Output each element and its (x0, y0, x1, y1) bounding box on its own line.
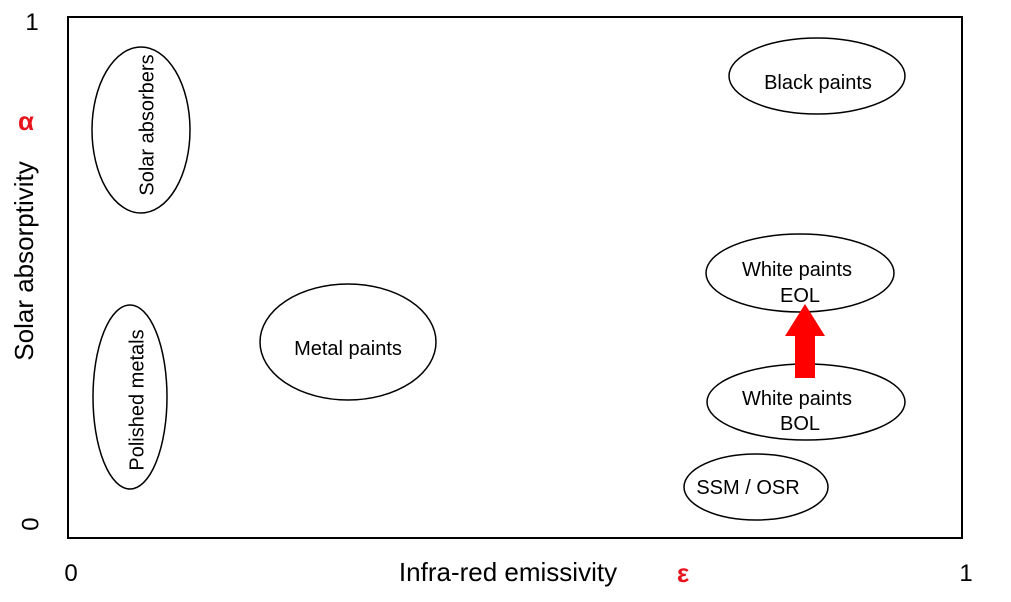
metal-paints-label: Metal paints (294, 338, 402, 360)
plot-frame (67, 16, 963, 539)
metal-paints-ellipse (259, 283, 437, 401)
region-white-paints-eol: White paints EOL (705, 233, 895, 313)
alpha-symbol: α (18, 106, 34, 136)
solar-absorbers-ellipse (91, 46, 191, 214)
white-paints-bol-label-line2: BOL (780, 413, 820, 435)
ssm-osr-ellipse (683, 453, 829, 521)
region-metal-paints: Metal paints (259, 283, 437, 401)
white-paints-eol-label-line1: White paints (742, 259, 852, 281)
polished-metals-label: Polished metals (126, 329, 148, 470)
degradation-arrow-icon (785, 304, 825, 378)
region-solar-absorbers: Solar absorbers (91, 46, 191, 214)
y-axis-min-label: 0 (17, 517, 44, 530)
region-black-paints: Black paints (728, 37, 906, 115)
black-paints-ellipse (728, 37, 906, 115)
polished-metals-ellipse (92, 304, 168, 490)
region-polished-metals: Polished metals (92, 304, 168, 490)
region-ssm-osr: SSM / OSR (683, 453, 829, 521)
epsilon-symbol: ε (677, 558, 689, 588)
x-axis-title: Infra-red emissivity (399, 557, 617, 587)
ssm-osr-label: SSM / OSR (696, 477, 799, 499)
black-paints-label: Black paints (764, 72, 872, 94)
solar-absorbers-label: Solar absorbers (136, 54, 158, 195)
x-axis-min-label: 0 (64, 560, 77, 587)
x-axis-max-label: 1 (959, 560, 972, 587)
white-paints-eol-label-line2: EOL (780, 285, 820, 307)
region-white-paints-bol: White paints BOL (706, 363, 906, 441)
y-axis-max-label: 1 (25, 9, 38, 36)
white-paints-bol-label-line1: White paints (742, 388, 852, 410)
y-axis-title: Solar absorptivity (9, 161, 39, 360)
